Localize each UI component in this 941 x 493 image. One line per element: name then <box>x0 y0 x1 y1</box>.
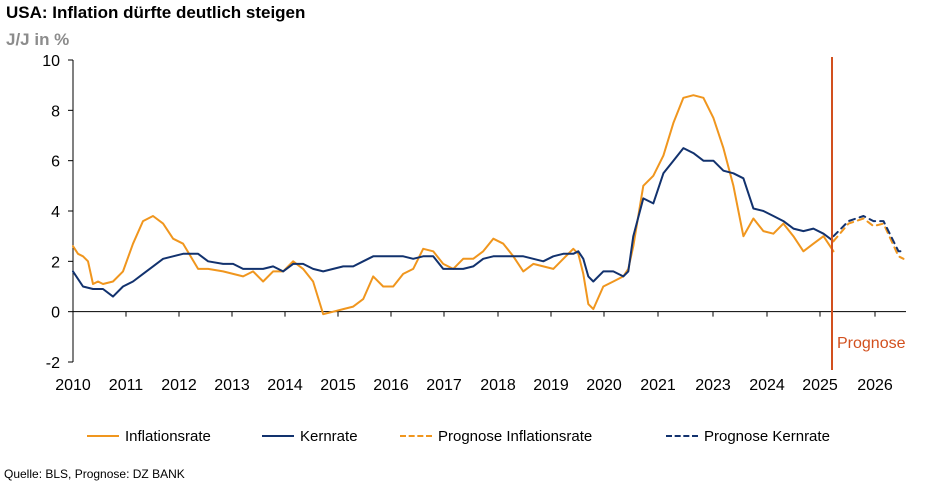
legend-label: Inflationsrate <box>125 427 211 445</box>
x-tick-label: 2014 <box>267 377 303 394</box>
x-tick-label: 2017 <box>426 377 462 394</box>
y-tick-labels: -2 0 2 4 6 8 10 <box>42 53 60 372</box>
legend-label: Prognose Inflationsrate <box>438 427 593 445</box>
legend-swatch <box>262 435 294 437</box>
core-line <box>72 147 835 298</box>
y-tick-label: 2 <box>51 254 60 271</box>
prognose-core-line <box>832 215 905 253</box>
legend-item: Prognose Kernrate <box>666 424 830 448</box>
axes <box>68 59 906 363</box>
legend-swatch <box>666 435 698 437</box>
y-tick-label: 6 <box>51 154 60 171</box>
chart-subtitle: J/J in % <box>6 30 70 49</box>
x-tick-label: 2025 <box>802 377 838 394</box>
x-tick-label: 2011 <box>109 377 144 394</box>
y-tick-label: 8 <box>51 103 60 120</box>
y-tick-label: 4 <box>51 204 60 221</box>
legend-label: Kernrate <box>300 427 358 445</box>
legend-label: Prognose Kernrate <box>704 427 830 445</box>
x-tick-label: 2016 <box>373 377 409 394</box>
inflation-line <box>72 94 835 316</box>
x-tick-label: 2012 <box>161 377 197 394</box>
chart-legend: Inflationsrate Kernrate Prognose Inflation… <box>0 424 941 448</box>
x-tick-label: 2018 <box>480 377 516 394</box>
x-tick-label: 2015 <box>320 377 356 394</box>
x-tick-label: 2020 <box>586 377 622 394</box>
legend-item: Prognose Inflationsrate <box>400 424 592 448</box>
x-tick-label: 2019 <box>533 377 569 394</box>
chart-title: USA: Inflation dürfte deutlich steigen <box>6 3 306 22</box>
x-tick-label: 2013 <box>214 377 250 394</box>
y-tick-label: -2 <box>46 355 60 372</box>
x-tick-label: 2021 <box>640 377 676 394</box>
prognose-inflation-line <box>832 217 905 260</box>
legend-item: Inflationsrate <box>87 424 211 448</box>
x-tick-label: 2010 <box>55 377 91 394</box>
prognose-label: Prognose <box>837 335 906 352</box>
source-note: Quelle: BLS, Prognose: DZ BANK <box>4 467 185 481</box>
x-tick-label: 2024 <box>749 377 785 394</box>
legend-swatch <box>87 435 119 437</box>
x-tick-labels: 2010 2011 2012 2013 2014 2015 2016 2017 2018 2019… <box>55 377 893 394</box>
legend-swatch <box>400 435 432 437</box>
series-lines <box>72 94 905 316</box>
x-tick-label: 2026 <box>857 377 893 394</box>
y-tick-label: 0 <box>51 305 60 322</box>
prognose-marker: Prognose <box>831 57 906 370</box>
x-tick-label: 2023 <box>695 377 731 394</box>
legend-item: Kernrate <box>262 424 358 448</box>
y-tick-label: 10 <box>42 53 60 70</box>
